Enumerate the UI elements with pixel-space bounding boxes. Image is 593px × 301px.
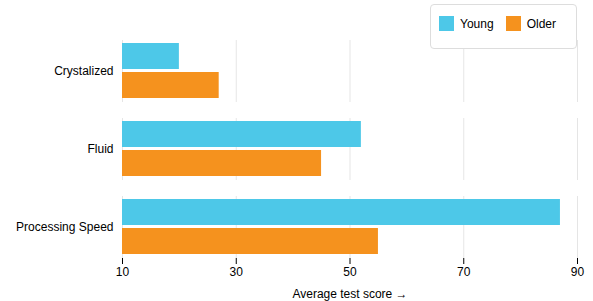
html-text:Young: Young [460,16,494,31]
svg-text:30: 30 [230,265,244,279]
svg-text:Fluid: Fluid [87,142,113,156]
html-text:Older: Older [526,16,556,31]
svg-text:10: 10 [116,265,130,279]
svg-text:Crystalized: Crystalized [54,64,113,78]
svg-text:50: 50 [343,265,357,279]
svg-text:Processing Speed: Processing Speed [16,220,113,234]
svg-text:70: 70 [457,265,471,279]
svg-text:Average test score →: Average test score → [292,287,407,301]
svg-text:90: 90 [571,265,585,279]
